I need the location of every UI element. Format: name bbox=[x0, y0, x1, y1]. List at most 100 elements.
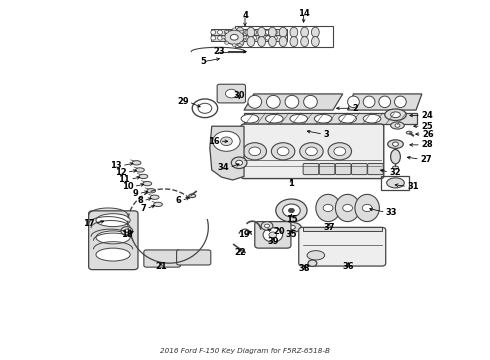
Ellipse shape bbox=[391, 149, 400, 164]
Text: 17: 17 bbox=[83, 219, 95, 228]
Ellipse shape bbox=[96, 248, 130, 261]
Ellipse shape bbox=[240, 30, 244, 33]
Circle shape bbox=[124, 229, 129, 233]
Text: 7: 7 bbox=[141, 204, 147, 213]
Ellipse shape bbox=[269, 27, 276, 37]
Ellipse shape bbox=[339, 114, 356, 123]
Text: 3: 3 bbox=[323, 130, 329, 139]
Ellipse shape bbox=[288, 225, 295, 229]
Text: 2: 2 bbox=[352, 104, 358, 113]
Circle shape bbox=[213, 131, 240, 151]
Ellipse shape bbox=[221, 36, 225, 39]
Ellipse shape bbox=[147, 189, 156, 193]
Circle shape bbox=[392, 142, 398, 146]
Ellipse shape bbox=[266, 36, 270, 40]
Ellipse shape bbox=[247, 37, 255, 46]
Text: 18: 18 bbox=[121, 230, 133, 239]
Circle shape bbox=[231, 157, 247, 168]
FancyBboxPatch shape bbox=[89, 211, 138, 270]
Ellipse shape bbox=[232, 44, 236, 46]
Ellipse shape bbox=[316, 194, 340, 222]
Circle shape bbox=[308, 260, 317, 266]
FancyBboxPatch shape bbox=[144, 250, 180, 267]
Text: 24: 24 bbox=[421, 111, 433, 120]
FancyBboxPatch shape bbox=[299, 227, 386, 266]
FancyBboxPatch shape bbox=[319, 163, 335, 175]
Text: 36: 36 bbox=[343, 262, 354, 271]
Ellipse shape bbox=[290, 114, 308, 123]
Bar bbox=[381, 176, 409, 190]
Text: 19: 19 bbox=[238, 230, 250, 239]
Ellipse shape bbox=[132, 161, 141, 165]
Ellipse shape bbox=[154, 202, 162, 207]
Ellipse shape bbox=[258, 27, 266, 37]
Ellipse shape bbox=[312, 27, 319, 37]
Ellipse shape bbox=[252, 30, 257, 35]
Circle shape bbox=[230, 35, 238, 40]
Text: 9: 9 bbox=[133, 189, 139, 198]
Text: 28: 28 bbox=[421, 140, 433, 149]
Circle shape bbox=[306, 147, 318, 156]
FancyBboxPatch shape bbox=[255, 222, 291, 248]
Text: 2016 Ford F-150 Key Diagram for F5RZ-6518-B: 2016 Ford F-150 Key Diagram for F5RZ-651… bbox=[160, 348, 330, 354]
Text: 38: 38 bbox=[299, 265, 310, 274]
Ellipse shape bbox=[391, 122, 404, 129]
Text: 11: 11 bbox=[119, 175, 130, 184]
Ellipse shape bbox=[247, 27, 255, 37]
Circle shape bbox=[362, 204, 372, 212]
Text: 4: 4 bbox=[242, 10, 248, 19]
Ellipse shape bbox=[143, 181, 152, 186]
Ellipse shape bbox=[282, 222, 301, 232]
Ellipse shape bbox=[243, 36, 247, 39]
Ellipse shape bbox=[218, 30, 222, 35]
Bar bbox=[244, 113, 417, 125]
Text: 20: 20 bbox=[273, 228, 285, 237]
Ellipse shape bbox=[240, 41, 244, 44]
Text: 8: 8 bbox=[138, 196, 144, 205]
Circle shape bbox=[121, 226, 133, 235]
Ellipse shape bbox=[225, 30, 229, 33]
Circle shape bbox=[236, 160, 243, 165]
Ellipse shape bbox=[355, 194, 379, 222]
Bar bbox=[211, 30, 287, 35]
Text: 1: 1 bbox=[289, 179, 294, 188]
Ellipse shape bbox=[231, 36, 236, 40]
Circle shape bbox=[261, 222, 273, 230]
Circle shape bbox=[249, 147, 261, 156]
Text: 39: 39 bbox=[268, 237, 279, 246]
Polygon shape bbox=[244, 94, 343, 110]
Ellipse shape bbox=[335, 194, 360, 222]
Ellipse shape bbox=[252, 36, 257, 40]
Ellipse shape bbox=[301, 27, 309, 37]
Circle shape bbox=[225, 89, 237, 98]
Ellipse shape bbox=[363, 114, 381, 123]
Text: 32: 32 bbox=[389, 168, 401, 177]
Text: 35: 35 bbox=[286, 230, 297, 239]
Text: 37: 37 bbox=[323, 223, 335, 232]
Ellipse shape bbox=[236, 37, 244, 46]
Ellipse shape bbox=[307, 251, 325, 260]
Ellipse shape bbox=[363, 96, 375, 108]
Ellipse shape bbox=[238, 30, 243, 35]
Circle shape bbox=[263, 228, 283, 242]
FancyBboxPatch shape bbox=[217, 84, 245, 103]
Circle shape bbox=[276, 199, 307, 222]
Ellipse shape bbox=[266, 114, 283, 123]
Circle shape bbox=[220, 137, 232, 145]
Circle shape bbox=[395, 124, 400, 127]
Ellipse shape bbox=[392, 166, 398, 169]
FancyBboxPatch shape bbox=[176, 250, 211, 265]
Circle shape bbox=[323, 204, 333, 212]
Ellipse shape bbox=[248, 95, 262, 108]
Ellipse shape bbox=[267, 95, 280, 108]
Polygon shape bbox=[210, 126, 244, 180]
Ellipse shape bbox=[279, 27, 287, 37]
Circle shape bbox=[277, 147, 289, 156]
Ellipse shape bbox=[272, 30, 277, 35]
Circle shape bbox=[289, 208, 294, 213]
Ellipse shape bbox=[236, 27, 244, 37]
Ellipse shape bbox=[225, 41, 229, 44]
Text: 29: 29 bbox=[177, 97, 189, 106]
Ellipse shape bbox=[385, 109, 406, 121]
FancyBboxPatch shape bbox=[241, 124, 384, 179]
